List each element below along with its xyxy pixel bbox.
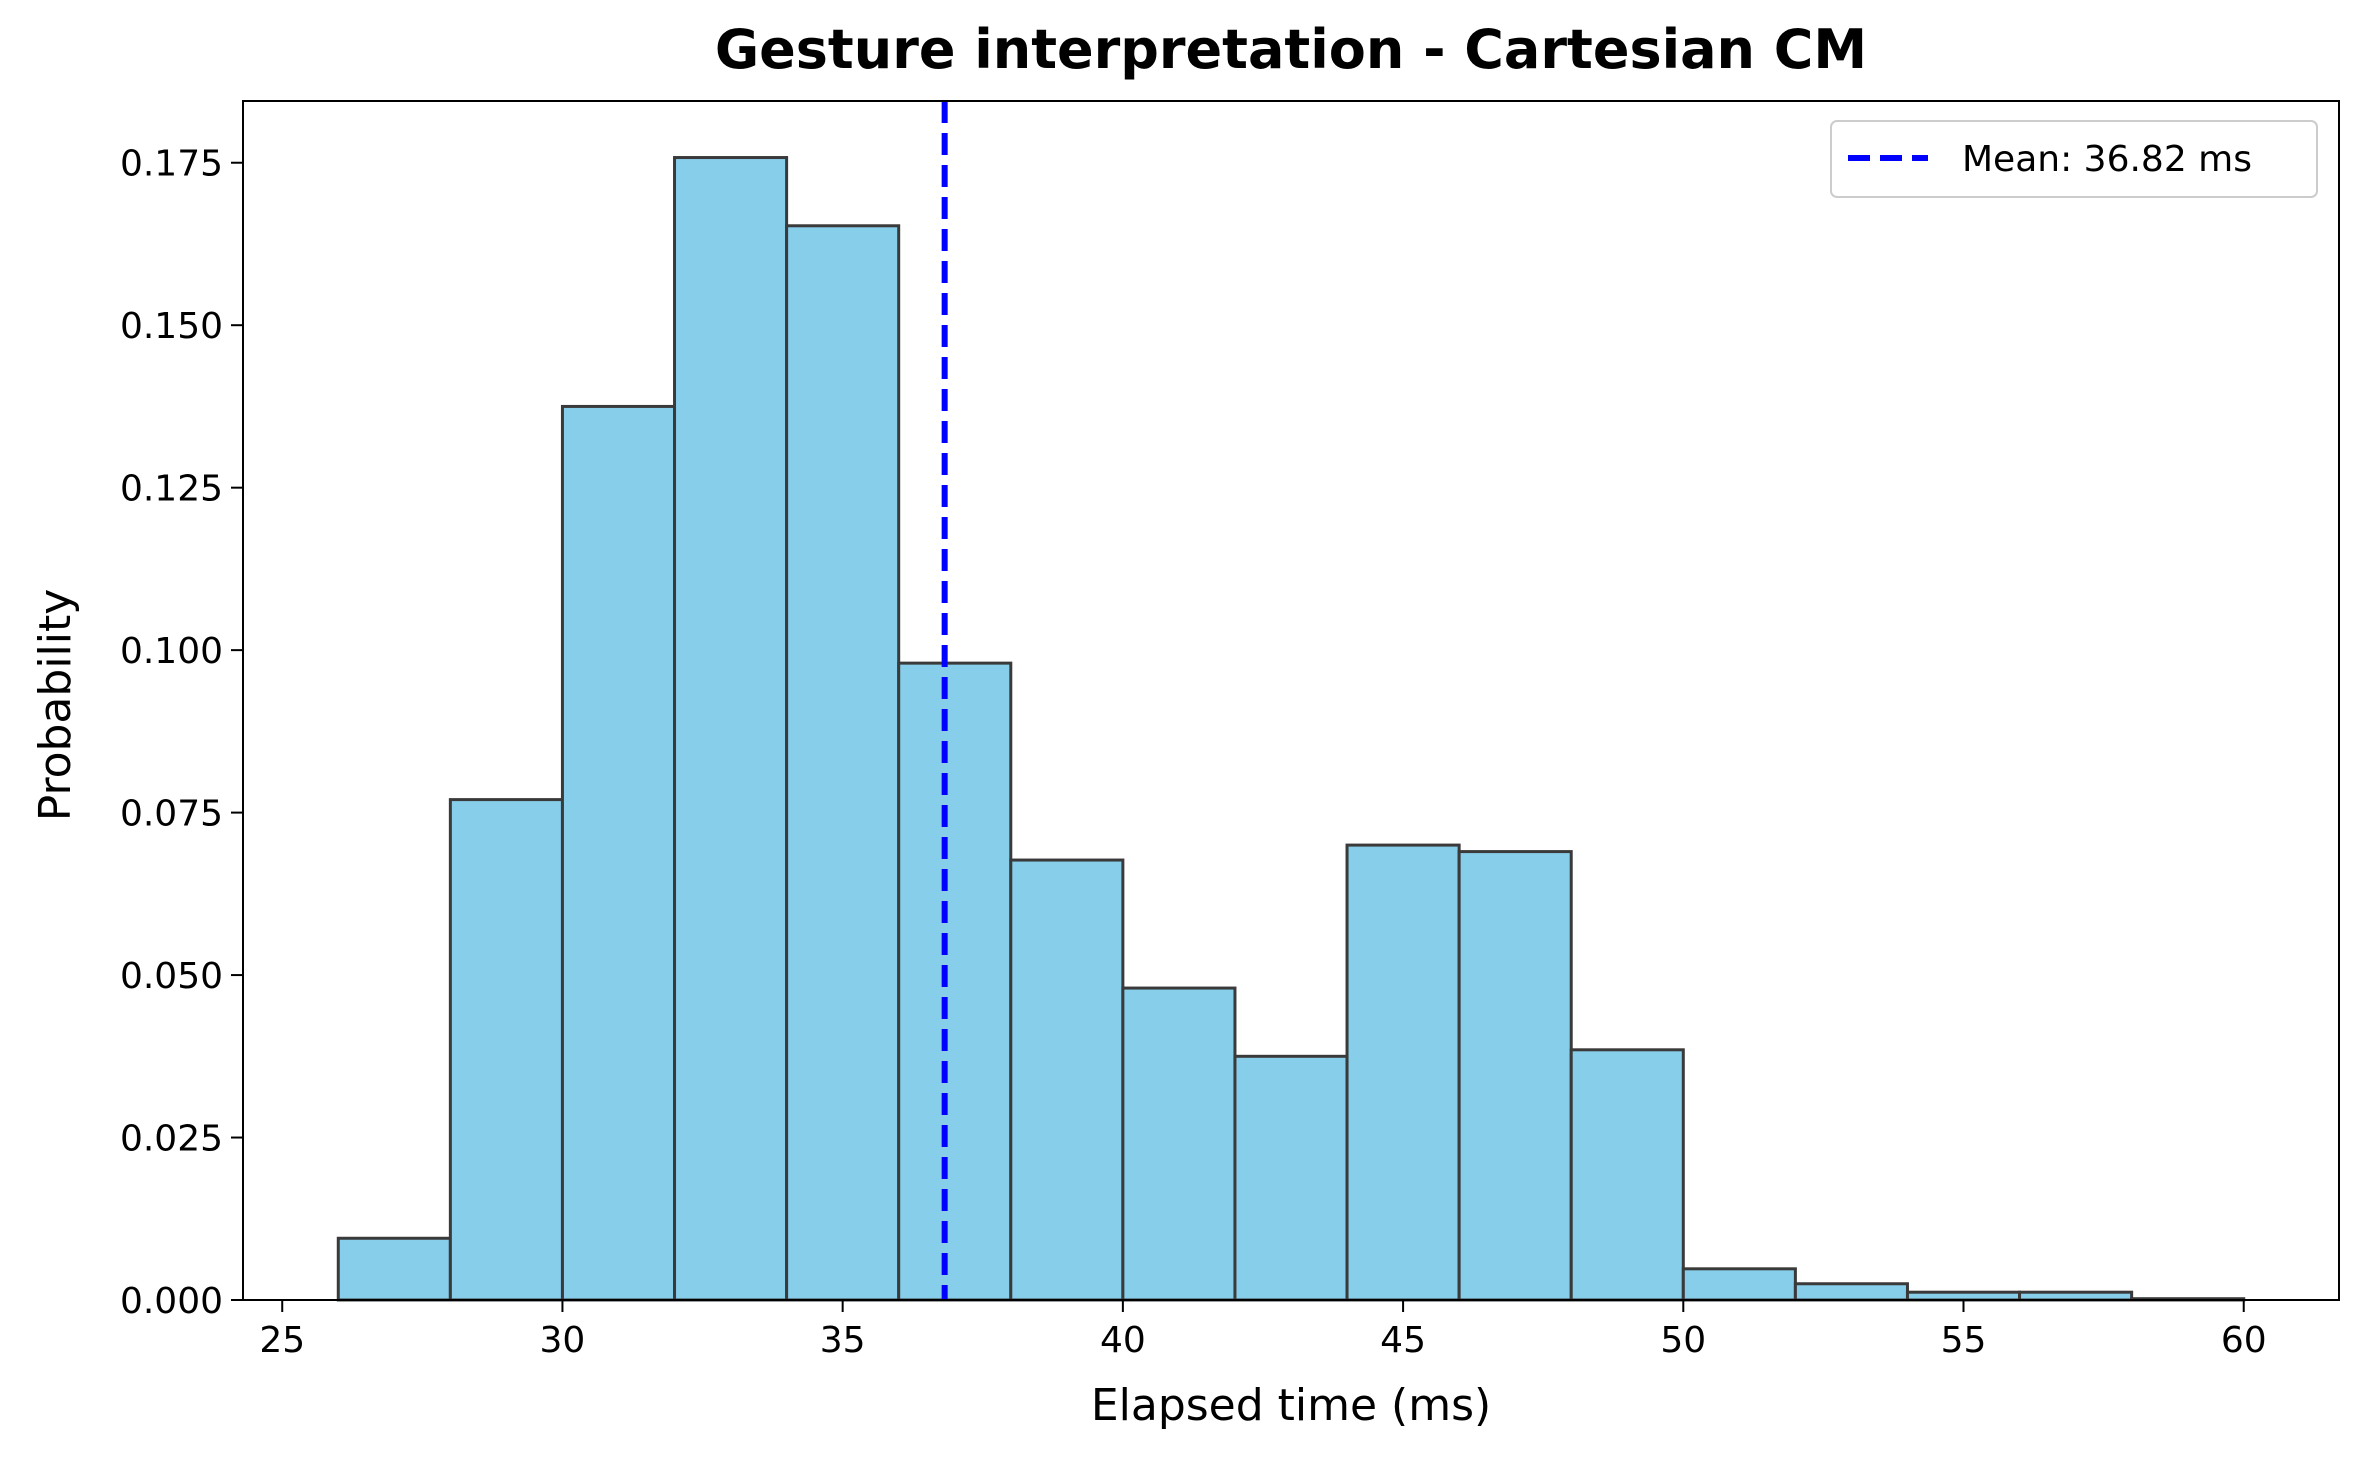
y-tick-label: 0.050: [120, 956, 223, 997]
x-tick-label: 35: [820, 1320, 866, 1361]
histogram-bars: [336, 156, 2246, 1302]
y-axis-label: Probability: [30, 589, 81, 822]
histogram-bar-5: [897, 661, 1013, 1302]
histogram-bar-10: [1457, 850, 1573, 1302]
histogram-bar-15: [2018, 1290, 2134, 1302]
histogram-bar-3: [673, 156, 789, 1302]
histogram-bar-4: [785, 224, 901, 1302]
histogram-bar-1: [448, 798, 564, 1302]
x-tick-label: 45: [1380, 1320, 1426, 1361]
histogram-bar-14: [1905, 1290, 2022, 1302]
histogram-bar-8: [1233, 1054, 1349, 1302]
x-tick-label: 30: [540, 1320, 586, 1361]
x-tick-label: 55: [1941, 1320, 1987, 1361]
x-tick-label: 50: [1660, 1320, 1706, 1361]
y-tick-label: 0.150: [120, 306, 223, 347]
x-tick-label: 40: [1100, 1320, 1146, 1361]
histogram-bar-9: [1345, 843, 1461, 1302]
x-tick-label: 25: [259, 1320, 305, 1361]
histogram-bar-11: [1569, 1048, 1685, 1302]
y-tick-label: 0.175: [120, 144, 223, 185]
histogram-bar-6: [1009, 858, 1125, 1302]
histogram-bar-13: [1793, 1282, 1909, 1302]
plot-frame: [242, 100, 2340, 1301]
y-tick-label: 0.100: [120, 631, 223, 672]
y-axis-ticks: 0.000 0.025 0.050 0.075 0.100 0.125 0.150 0.175: [120, 144, 243, 1322]
legend-mean-label: Mean: 36.82 ms: [1962, 139, 2252, 180]
x-tick-label: 60: [2221, 1320, 2267, 1361]
chart-title: Gesture interpretation - Cartesian CM: [715, 18, 1867, 81]
y-tick-label: 0.075: [120, 794, 223, 835]
legend: Mean: 36.82 ms: [1830, 120, 2318, 198]
y-tick-label: 0.025: [120, 1119, 223, 1160]
histogram-bar-0: [336, 1236, 452, 1302]
histogram-bar-7: [1121, 986, 1237, 1302]
y-tick-label: 0.125: [120, 469, 223, 510]
x-axis-ticks: 25 30 35 40 45 50 55 60: [259, 1300, 2267, 1361]
y-tick-label: 0.000: [120, 1281, 223, 1322]
legend-box: [1830, 120, 2318, 198]
x-axis-label: Elapsed time (ms): [1091, 1380, 1491, 1431]
histogram-bar-2: [560, 404, 677, 1302]
histogram-bar-12: [1681, 1267, 1797, 1302]
